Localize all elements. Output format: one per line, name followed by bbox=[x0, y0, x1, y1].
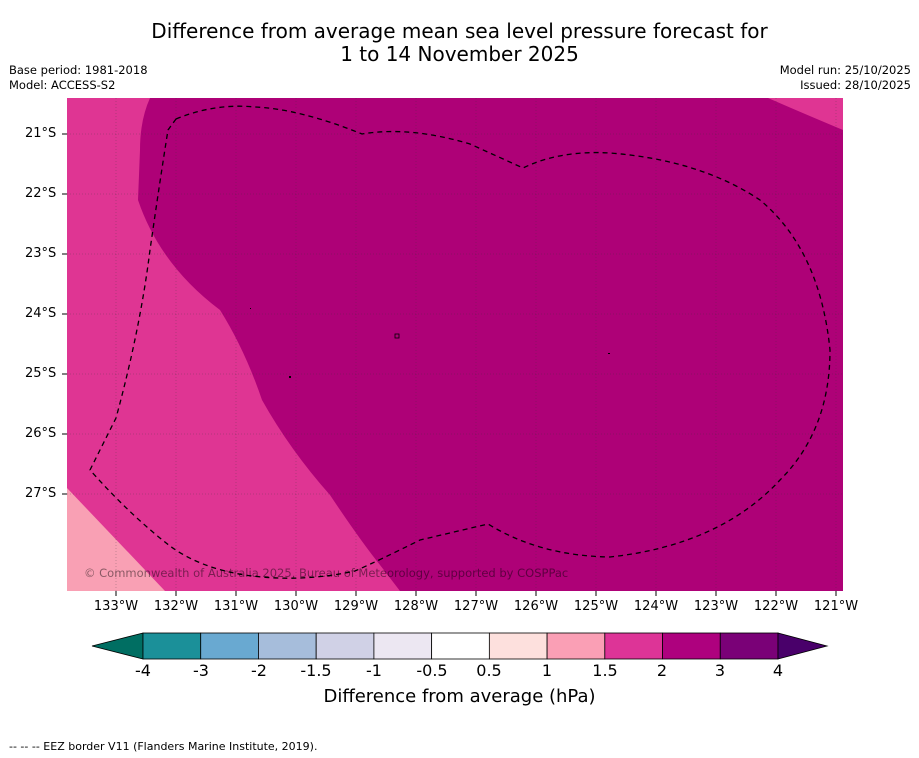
colorbar-segment bbox=[258, 632, 317, 660]
colorbar-segment bbox=[373, 632, 433, 660]
eez-border bbox=[89, 105, 831, 579]
colorbar-tick-label: 0.5 bbox=[476, 661, 502, 680]
colorbar-tick-label: 3 bbox=[714, 661, 726, 680]
colorbar-segment bbox=[315, 632, 375, 660]
colorbar-tick-label: -1.5 bbox=[300, 661, 332, 680]
colorbar-tick-label: -2 bbox=[251, 661, 267, 680]
colorbar bbox=[91, 632, 829, 660]
island-marker bbox=[250, 308, 251, 309]
lat-label: 25°S bbox=[25, 366, 57, 381]
colorbar-tick-label: -3 bbox=[193, 661, 209, 680]
island-marker bbox=[394, 333, 400, 339]
map-band-1-1-5 bbox=[67, 488, 165, 591]
lat-label: 21°S bbox=[25, 126, 57, 141]
lon-label: 121°W bbox=[813, 599, 859, 614]
colorbar-segment bbox=[200, 632, 259, 660]
model-run-text: Model run: 25/10/2025 bbox=[779, 63, 911, 77]
base-period-text: Base period: 1981-2018 bbox=[9, 63, 148, 77]
lon-label: 133°W bbox=[93, 599, 139, 614]
lon-label: 130°W bbox=[273, 599, 319, 614]
colorbar-tick-label: -0.5 bbox=[416, 661, 448, 680]
eez-footnote: -- -- -- EEZ border V11 (Flanders Marine… bbox=[9, 740, 318, 753]
lon-label: 123°W bbox=[693, 599, 739, 614]
axis-ticks bbox=[62, 133, 837, 596]
issued-text: Issued: 28/10/2025 bbox=[800, 78, 911, 92]
colorbar-tick-label: 4 bbox=[772, 661, 784, 680]
lon-label: 129°W bbox=[333, 599, 379, 614]
title-line-1: Difference from average mean sea level p… bbox=[151, 19, 768, 43]
lat-label: 23°S bbox=[25, 246, 57, 261]
colorbar-tick-label: -4 bbox=[135, 661, 151, 680]
colorbar-segment bbox=[488, 632, 548, 660]
lon-label: 132°W bbox=[153, 599, 199, 614]
colorbar-tick-label: 1.5 bbox=[592, 661, 618, 680]
colorbar-segment bbox=[719, 632, 779, 660]
map-band-1-5-2-northeast bbox=[768, 98, 843, 130]
colorbar-segment bbox=[604, 632, 663, 660]
title-line-2: 1 to 14 November 2025 bbox=[340, 42, 579, 66]
colorbar-segment bbox=[431, 632, 490, 660]
model-text: Model: ACCESS-S2 bbox=[9, 78, 116, 92]
island-marker bbox=[608, 353, 610, 354]
colorbar-tick-label: 1 bbox=[541, 661, 553, 680]
lon-label: 126°W bbox=[513, 599, 559, 614]
colorbar-extension-high bbox=[777, 632, 829, 660]
colorbar-label: Difference from average (hPa) bbox=[323, 686, 596, 707]
meta-left: Base period: 1981-2018 Model: ACCESS-S2 bbox=[9, 63, 148, 93]
grid-lines bbox=[67, 98, 843, 591]
lon-label: 131°W bbox=[213, 599, 259, 614]
colorbar-tick-label: 2 bbox=[656, 661, 668, 680]
lon-label: 127°W bbox=[453, 599, 499, 614]
colorbar-segment bbox=[142, 632, 202, 660]
colorbar-segment bbox=[662, 632, 721, 660]
copyright-text: © Commonwealth of Australia 2025, Bureau… bbox=[84, 566, 568, 580]
lat-label: 24°S bbox=[25, 306, 57, 321]
lat-label: 26°S bbox=[25, 426, 57, 441]
lon-label: 124°W bbox=[633, 599, 679, 614]
lat-label: 22°S bbox=[25, 186, 57, 201]
colorbar-tick-label: -1 bbox=[366, 661, 382, 680]
lon-label: 122°W bbox=[753, 599, 799, 614]
meta-right: Model run: 25/10/2025 Issued: 28/10/2025 bbox=[780, 63, 911, 93]
lat-label: 27°S bbox=[25, 486, 57, 501]
lon-label: 125°W bbox=[573, 599, 619, 614]
map-band-1-5-2-west bbox=[67, 98, 400, 591]
colorbar-segment bbox=[546, 632, 606, 660]
colorbar-extension-low bbox=[91, 632, 144, 660]
island-marker bbox=[289, 376, 291, 378]
lon-label: 128°W bbox=[393, 599, 439, 614]
